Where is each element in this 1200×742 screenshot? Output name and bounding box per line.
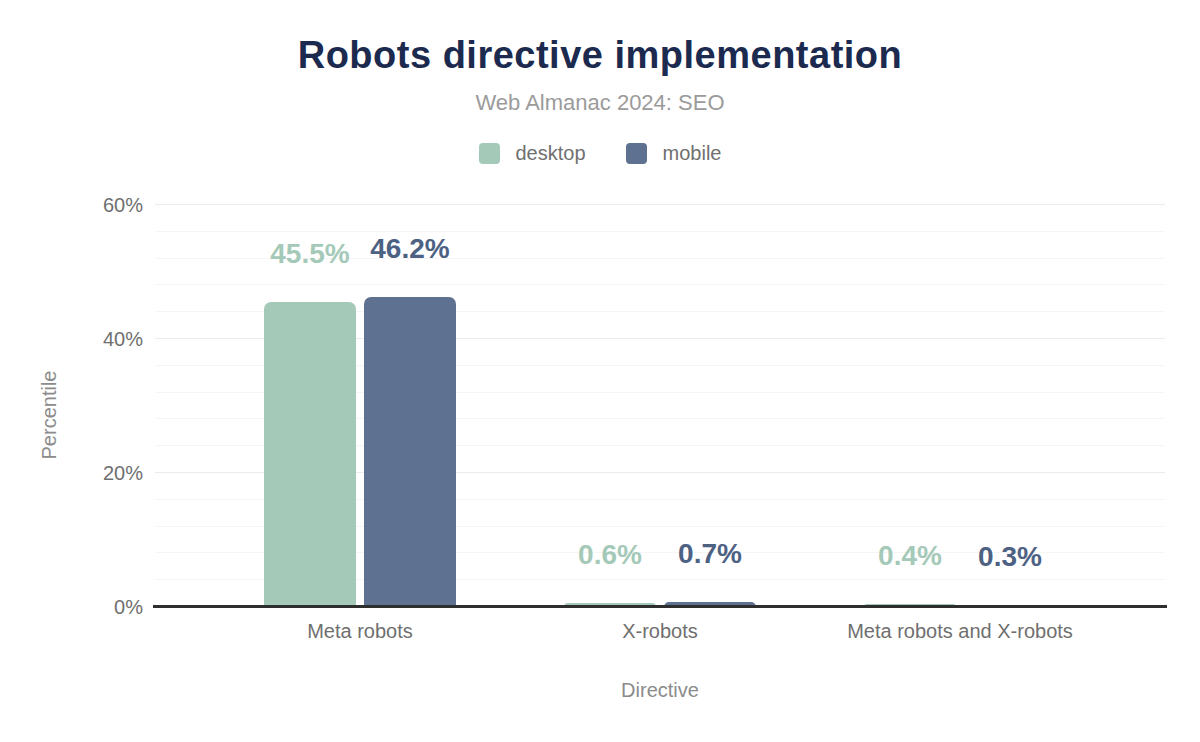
x-axis-title: Directive [155,679,1165,702]
category-label: Meta robots [200,620,520,643]
legend-item-desktop: desktop [479,142,586,165]
legend: desktop mobile [0,142,1200,165]
x-axis-line [153,605,1167,608]
mobile-legend-label: mobile [663,142,722,165]
y-axis-title: Percentile [38,365,62,465]
y-tick-label: 20% [0,462,143,484]
y-tick-label: 60% [0,194,143,216]
chart-figure: Robots directive implementation Web Alma… [0,0,1200,742]
y-tick-label: 0% [0,596,143,618]
minor-gridline [155,231,1165,232]
mobile-value-label: 0.3% [920,543,1100,571]
plot-area: 45.5%46.2%0.6%0.7%0.4%0.3% [155,205,1165,607]
mobile-value-label: 0.7% [620,540,800,568]
desktop-swatch-icon [479,143,500,164]
minor-gridline [155,284,1165,285]
desktop-bar [264,302,356,607]
mobile-bar [364,297,456,607]
mobile-value-label: 46.2% [320,235,500,263]
chart-title: Robots directive implementation [0,34,1200,77]
desktop-legend-label: desktop [516,142,586,165]
mobile-swatch-icon [626,143,647,164]
category-label: Meta robots and X-robots [800,620,1120,643]
major-gridline [155,204,1165,205]
chart-subtitle: Web Almanac 2024: SEO [0,90,1200,116]
legend-item-mobile: mobile [626,142,722,165]
category-label: X-robots [500,620,820,643]
y-tick-label: 40% [0,328,143,350]
